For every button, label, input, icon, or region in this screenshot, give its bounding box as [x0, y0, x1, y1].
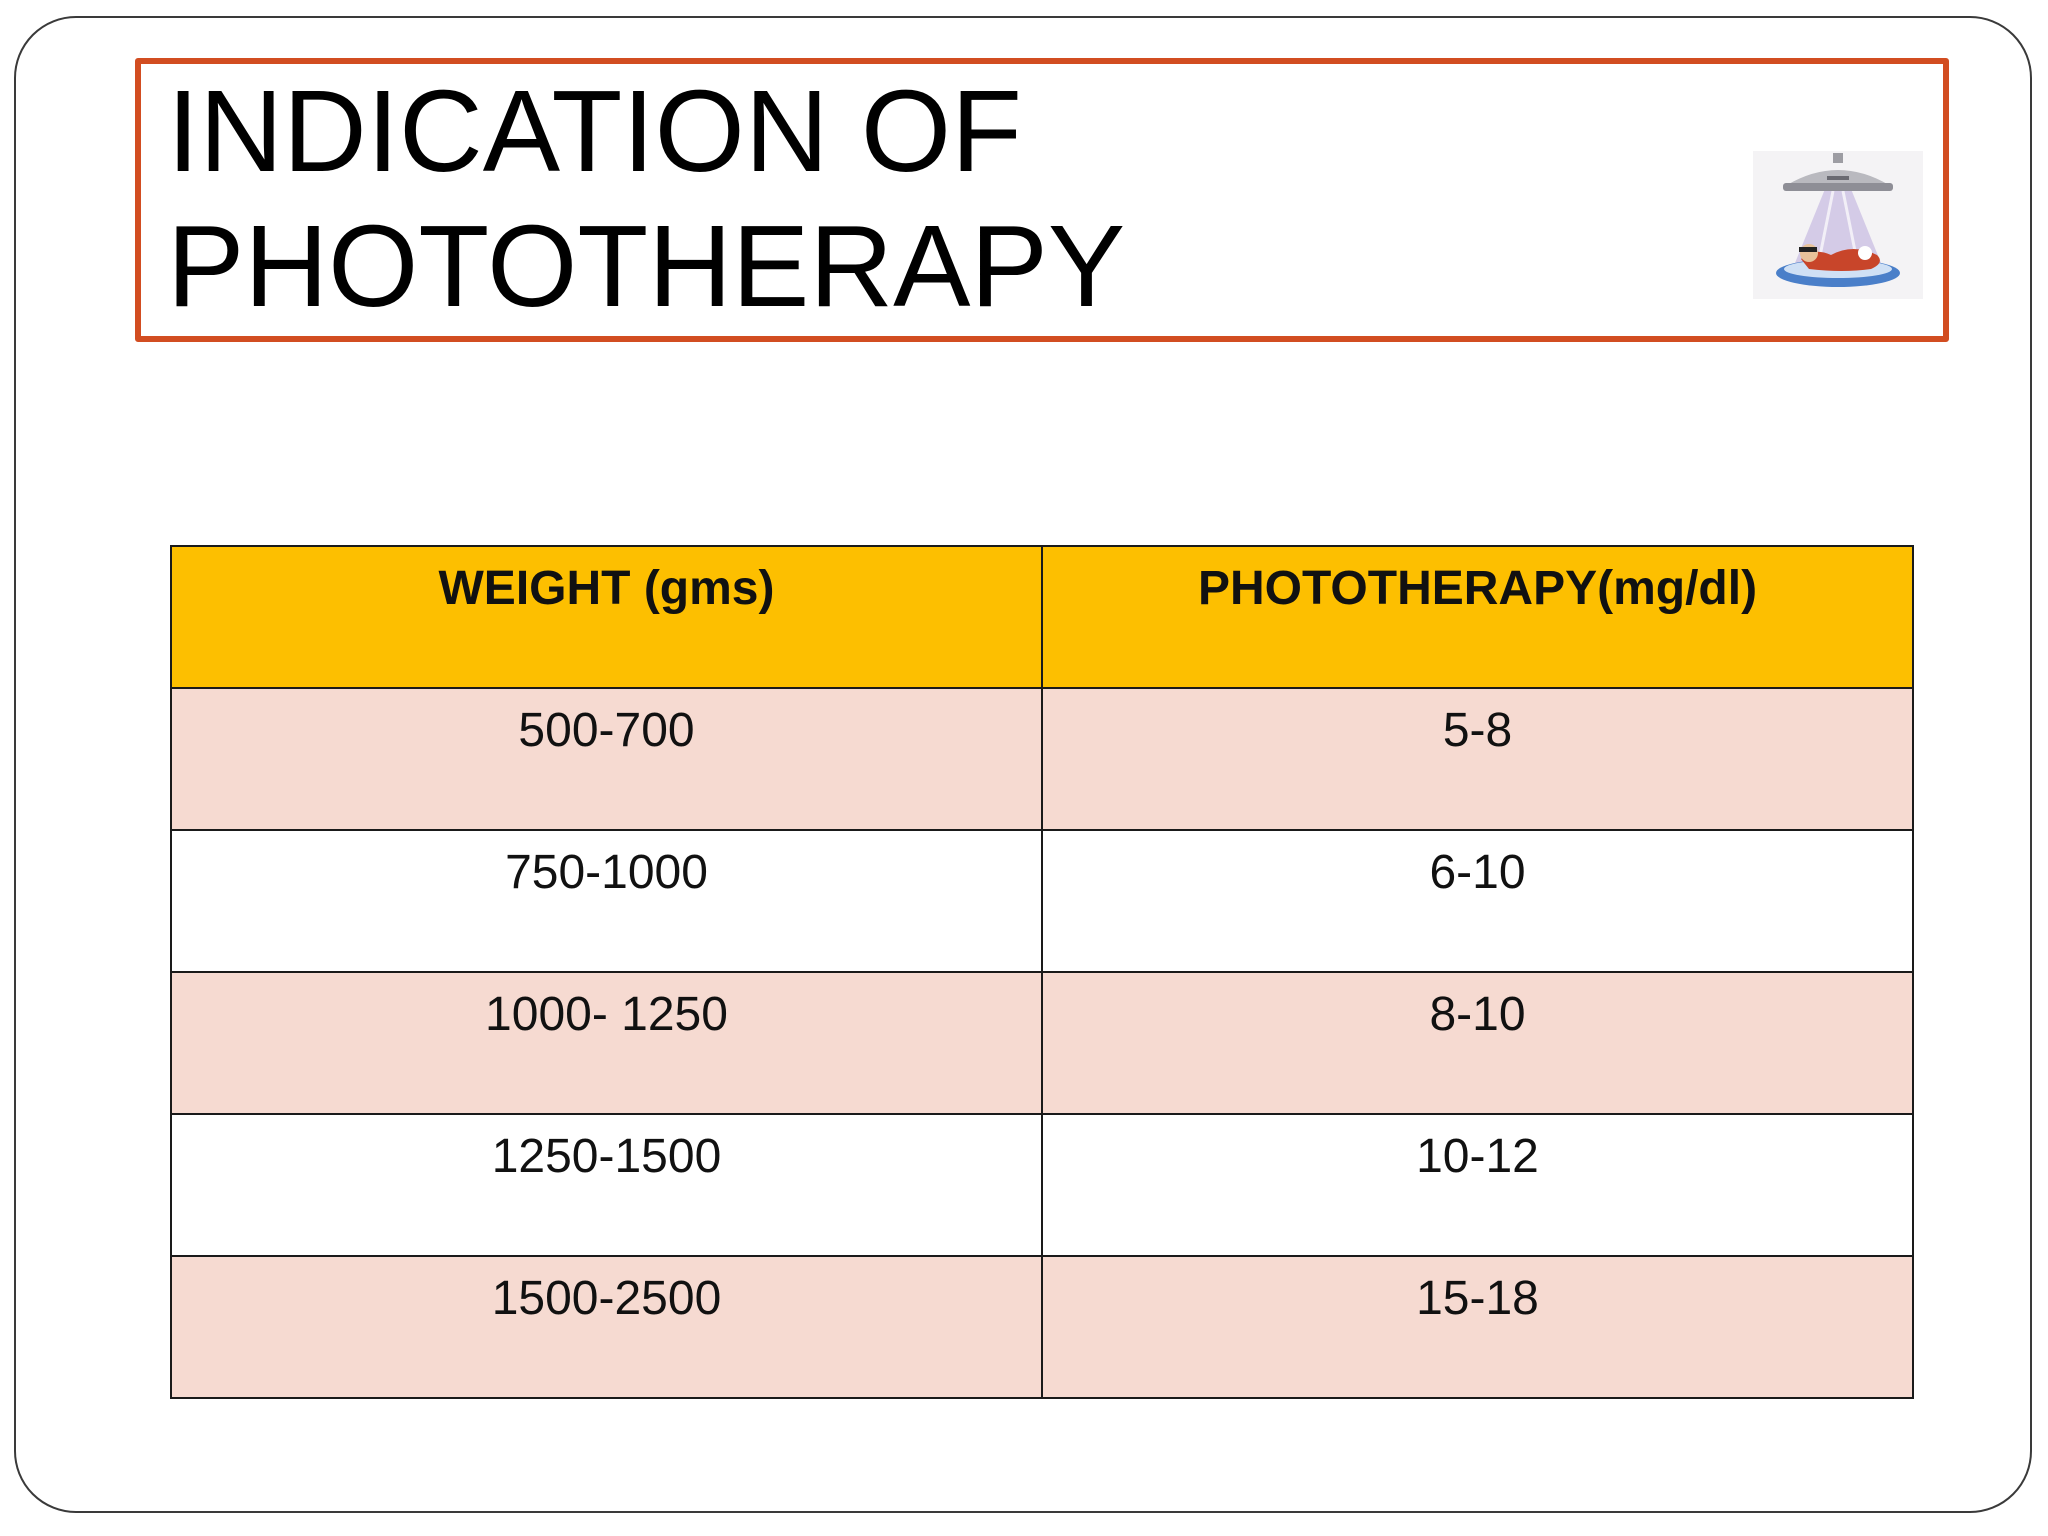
phototherapy-cell: 6-10	[1041, 829, 1914, 973]
header-weight: WEIGHT (gms)	[170, 545, 1043, 689]
weight-cell: 1500-2500	[170, 1255, 1043, 1399]
phototherapy-cell: 8-10	[1041, 971, 1914, 1115]
title-box: INDICATION OF PHOTOTHERAPY	[135, 58, 1949, 342]
infant-phototherapy-lamp-icon	[1753, 151, 1923, 299]
table-header-row: WEIGHT (gms) PHOTOTHERAPY(mg/dl)	[170, 545, 1914, 689]
weight-cell: 750-1000	[170, 829, 1043, 973]
weight-cell: 1250-1500	[170, 1113, 1043, 1257]
weight-cell: 1000- 1250	[170, 971, 1043, 1115]
weight-cell: 500-700	[170, 687, 1043, 831]
page-title: INDICATION OF PHOTOTHERAPY	[167, 64, 1125, 334]
title-line-2: PHOTOTHERAPY	[167, 201, 1126, 331]
table-row: 1250-1500 10-12	[170, 1113, 1914, 1257]
table-row: 1500-2500 15-18	[170, 1255, 1914, 1399]
table-row: 750-1000 6-10	[170, 829, 1914, 973]
header-phototherapy: PHOTOTHERAPY(mg/dl)	[1041, 545, 1914, 689]
phototherapy-cell: 10-12	[1041, 1113, 1914, 1257]
table-row: 1000- 1250 8-10	[170, 971, 1914, 1115]
phototherapy-table: WEIGHT (gms) PHOTOTHERAPY(mg/dl) 500-700…	[170, 545, 1914, 1399]
phototherapy-cell: 15-18	[1041, 1255, 1914, 1399]
phototherapy-cell: 5-8	[1041, 687, 1914, 831]
title-line-1: INDICATION OF	[167, 66, 1022, 196]
table-row: 500-700 5-8	[170, 687, 1914, 831]
